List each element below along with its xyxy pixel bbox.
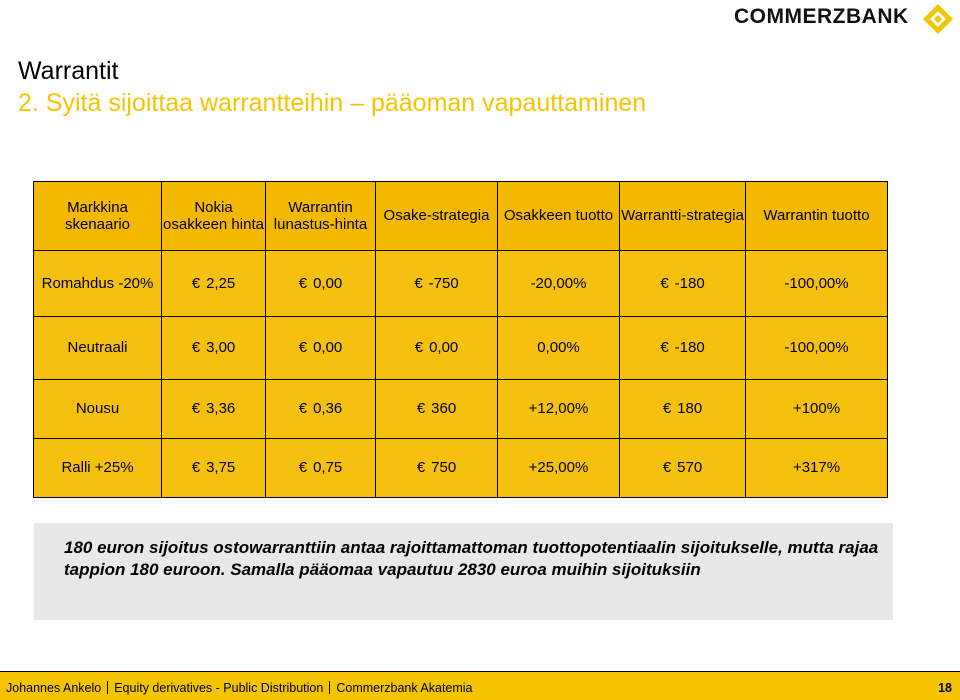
footer-organization: Commerzbank Akatemia xyxy=(336,681,473,695)
brand-name: COMMERZBANK xyxy=(734,5,909,28)
warrant-return-cell: +317% xyxy=(745,438,888,498)
strike-cell: 0,75 xyxy=(313,459,343,477)
stock-strategy-cell: -750 xyxy=(428,274,459,292)
header-cell: Osakkeen tuotto xyxy=(497,181,620,251)
strike-cell: 0,36 xyxy=(313,400,343,418)
footer-credits: Johannes Ankelo Equity derivatives - Publ… xyxy=(6,681,473,695)
scenario-cell: Nousu xyxy=(33,379,162,439)
table-row: Neutraali €3,00 €0,00 €0,00 0,00% € -180 … xyxy=(33,316,888,380)
slide-title: Warrantit xyxy=(18,57,119,85)
euro-icon: € xyxy=(414,339,424,357)
price-cell: 3,00 xyxy=(206,339,236,357)
euro-icon: € xyxy=(298,400,308,418)
warrant-return-cell: -100,00% xyxy=(745,250,888,317)
price-cell: 3,75 xyxy=(206,459,236,477)
warrant-strategy-cell: -180 xyxy=(674,339,705,357)
scenario-table: Markkina skenaario Nokia osakkeen hinta … xyxy=(33,181,888,498)
stock-return-cell: -20,00% xyxy=(497,250,620,317)
euro-icon: € xyxy=(660,339,669,357)
warrant-strategy-cell: 180 xyxy=(677,400,703,418)
euro-icon: € xyxy=(416,400,426,418)
page-number: 18 xyxy=(938,681,952,695)
euro-icon: € xyxy=(660,274,669,292)
euro-icon: € xyxy=(298,339,308,357)
footer-department: Equity derivatives - Public Distribution xyxy=(114,681,324,695)
header-cell: Osake-strategia xyxy=(375,181,498,251)
euro-icon: € xyxy=(191,400,201,418)
stock-strategy-cell: 0,00 xyxy=(429,339,459,357)
commerzbank-ribbon-icon xyxy=(923,4,953,34)
table-header-row: Markkina skenaario Nokia osakkeen hinta … xyxy=(33,181,888,251)
warrant-return-cell: +100% xyxy=(745,379,888,439)
euro-icon: € xyxy=(414,274,423,292)
summary-note: 180 euron sijoitus ostowarranttiin antaa… xyxy=(34,523,893,620)
euro-icon: € xyxy=(662,400,672,418)
warrant-strategy-cell: 570 xyxy=(677,459,703,477)
euro-icon: € xyxy=(416,459,426,477)
stock-strategy-cell: 750 xyxy=(431,459,457,477)
summary-note-text: 180 euron sijoitus ostowarranttiin antaa… xyxy=(64,538,879,579)
warrant-strategy-cell: -180 xyxy=(674,274,705,292)
stock-strategy-cell: 360 xyxy=(431,400,457,418)
commerzbank-logo: COMMERZBANK xyxy=(734,0,960,38)
footer-divider xyxy=(329,681,331,694)
scenario-cell: Ralli +25% xyxy=(33,438,162,498)
euro-icon: € xyxy=(191,459,201,477)
euro-icon: € xyxy=(298,459,308,477)
stock-return-cell: 0,00% xyxy=(497,316,620,380)
warrant-return-cell: -100,00% xyxy=(745,316,888,380)
header-cell: Warrantti-strategia xyxy=(619,181,746,251)
strike-cell: 0,00 xyxy=(313,339,343,357)
price-cell: 3,36 xyxy=(206,400,236,418)
scenario-cell: Neutraali xyxy=(33,316,162,380)
euro-icon: € xyxy=(191,339,201,357)
footer-divider xyxy=(107,681,109,694)
euro-icon: € xyxy=(298,274,308,292)
header-cell: Nokia osakkeen hinta xyxy=(161,181,266,251)
table-row: Romahdus -20% €2,25 €0,00 € -750 -20,00% … xyxy=(33,250,888,317)
footer-author: Johannes Ankelo xyxy=(6,681,102,695)
euro-icon: € xyxy=(662,459,672,477)
slide-subtitle: 2. Syitä sijoittaa warrantteihin – pääom… xyxy=(18,89,647,117)
strike-cell: 0,00 xyxy=(313,274,343,292)
footer-bar: Johannes Ankelo Equity derivatives - Publ… xyxy=(0,671,960,700)
stock-return-cell: +12,00% xyxy=(497,379,620,439)
header-cell: Warrantin tuotto xyxy=(745,181,888,251)
scenario-cell: Romahdus -20% xyxy=(33,250,162,317)
header-cell: Markkina skenaario xyxy=(33,181,162,251)
table-row: Nousu €3,36 €0,36 €360 +12,00% €180 +100… xyxy=(33,379,888,439)
table-row: Ralli +25% €3,75 €0,75 €750 +25,00% €570… xyxy=(33,438,888,498)
stock-return-cell: +25,00% xyxy=(497,438,620,498)
price-cell: 2,25 xyxy=(206,274,236,292)
header-cell: Warrantin lunastus-hinta xyxy=(265,181,376,251)
euro-icon: € xyxy=(191,274,201,292)
